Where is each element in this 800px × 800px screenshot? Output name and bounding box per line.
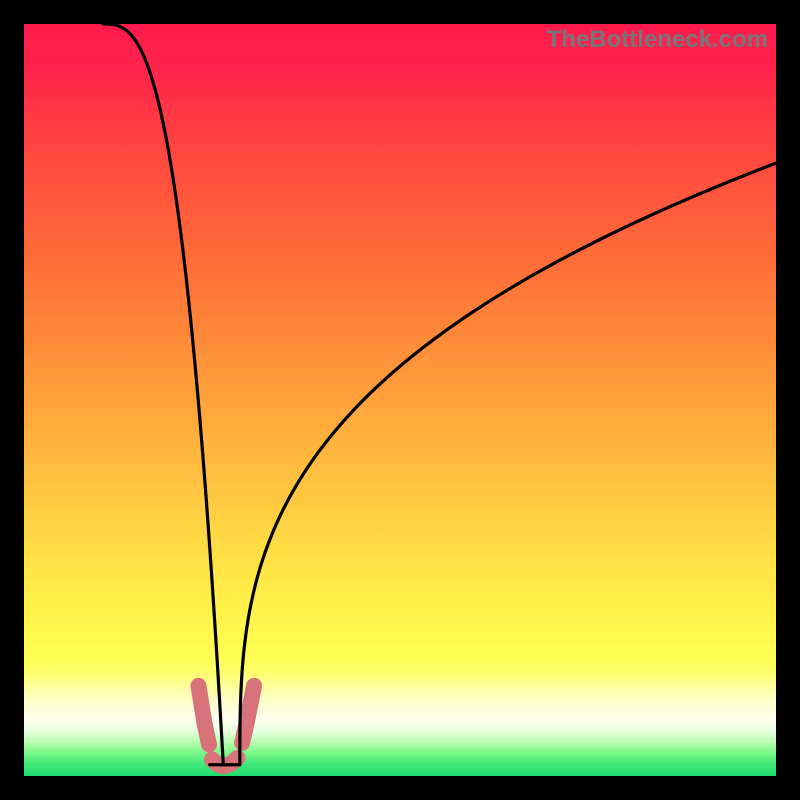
watermark-label: TheBottleneck.com: [547, 26, 768, 54]
gradient-background: [24, 24, 776, 776]
chart-canvas: [24, 24, 776, 776]
plot-area: TheBottleneck.com: [24, 24, 776, 776]
valley-highlight-segment: [198, 686, 209, 745]
